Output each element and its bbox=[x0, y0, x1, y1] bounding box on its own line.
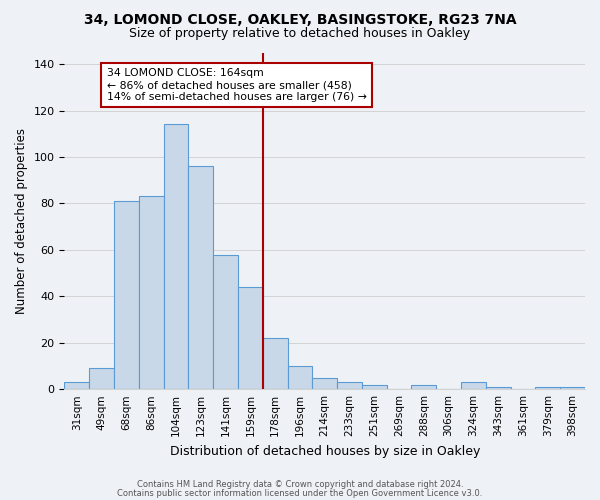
Y-axis label: Number of detached properties: Number of detached properties bbox=[15, 128, 28, 314]
Bar bbox=[139, 196, 164, 389]
Bar bbox=[412, 384, 436, 389]
Text: Contains HM Land Registry data © Crown copyright and database right 2024.: Contains HM Land Registry data © Crown c… bbox=[137, 480, 463, 489]
Bar bbox=[337, 382, 362, 389]
Bar bbox=[164, 124, 188, 389]
Bar bbox=[535, 387, 560, 389]
Text: 34 LOMOND CLOSE: 164sqm
← 86% of detached houses are smaller (458)
14% of semi-d: 34 LOMOND CLOSE: 164sqm ← 86% of detache… bbox=[107, 68, 367, 102]
Text: Contains public sector information licensed under the Open Government Licence v3: Contains public sector information licen… bbox=[118, 488, 482, 498]
Text: Size of property relative to detached houses in Oakley: Size of property relative to detached ho… bbox=[130, 28, 470, 40]
Bar bbox=[64, 382, 89, 389]
Bar bbox=[461, 382, 486, 389]
Bar bbox=[362, 384, 386, 389]
Text: 34, LOMOND CLOSE, OAKLEY, BASINGSTOKE, RG23 7NA: 34, LOMOND CLOSE, OAKLEY, BASINGSTOKE, R… bbox=[83, 12, 517, 26]
Bar bbox=[238, 287, 263, 389]
Bar bbox=[89, 368, 114, 389]
Bar bbox=[313, 378, 337, 389]
X-axis label: Distribution of detached houses by size in Oakley: Distribution of detached houses by size … bbox=[170, 444, 480, 458]
Bar bbox=[560, 387, 585, 389]
Bar bbox=[263, 338, 287, 389]
Bar bbox=[114, 201, 139, 389]
Bar bbox=[486, 387, 511, 389]
Bar bbox=[188, 166, 213, 389]
Bar bbox=[213, 254, 238, 389]
Bar bbox=[287, 366, 313, 389]
